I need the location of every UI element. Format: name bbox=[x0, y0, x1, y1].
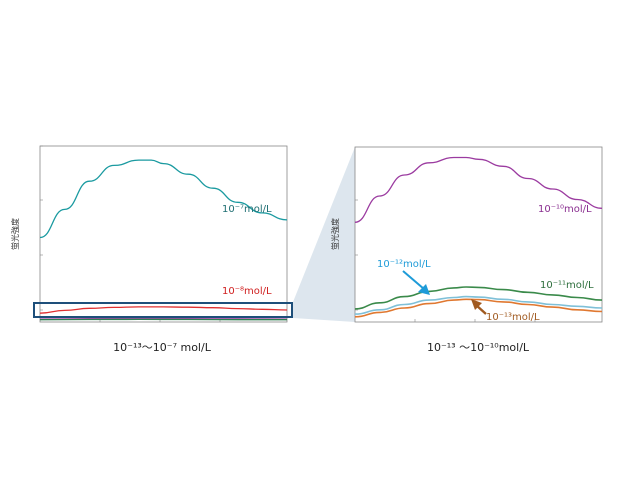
left-label-1e-7: 10⁻⁷mol/L bbox=[222, 204, 272, 215]
left-caption: 10⁻¹³～10⁻⁷ mol/L bbox=[113, 341, 212, 354]
left-label-1e-8: 10⁻⁸mol/L bbox=[222, 286, 272, 297]
right-series-line-1 bbox=[354, 286, 603, 310]
left-series-lines bbox=[39, 159, 288, 321]
zoom-projection bbox=[293, 147, 355, 322]
right-series-line-2 bbox=[354, 295, 603, 315]
right-plot-area bbox=[354, 146, 603, 323]
left-series-line-0 bbox=[39, 159, 288, 239]
arrow-1e-13-callout bbox=[471, 299, 487, 315]
left-y-axis-label: 蛍光強度 bbox=[10, 218, 20, 250]
right-label-1e-13: 10⁻¹³mol/L bbox=[486, 312, 540, 323]
right-label-1e-11: 10⁻¹¹mol/L bbox=[540, 280, 594, 291]
right-series-lines bbox=[354, 156, 603, 318]
left-chart: 蛍光強度 10⁻⁷mol/L 10⁻⁸mol/L 10⁻¹³～10⁻⁷ mol/… bbox=[10, 145, 293, 354]
right-label-1e-10: 10⁻¹⁰mol/L bbox=[538, 204, 592, 215]
right-caption: 10⁻¹³ ～10⁻¹⁰mol/L bbox=[427, 341, 530, 354]
right-label-1e-12: 10⁻¹²mol/L bbox=[377, 259, 431, 270]
right-y-axis-label: 蛍光強度 bbox=[330, 218, 340, 250]
left-plot-area bbox=[39, 145, 288, 323]
right-series-line-3 bbox=[354, 298, 603, 318]
right-chart: 蛍光強度 10⁻¹⁰mol/L 10⁻¹¹mol/L 10⁻¹²mol/L 10… bbox=[330, 146, 603, 354]
arrow-1e-12-callout bbox=[402, 270, 430, 295]
left-series-line-2 bbox=[39, 317, 288, 320]
right-series-line-0 bbox=[354, 156, 603, 223]
zoom-box bbox=[33, 302, 293, 318]
left-series-line-1 bbox=[39, 306, 288, 314]
